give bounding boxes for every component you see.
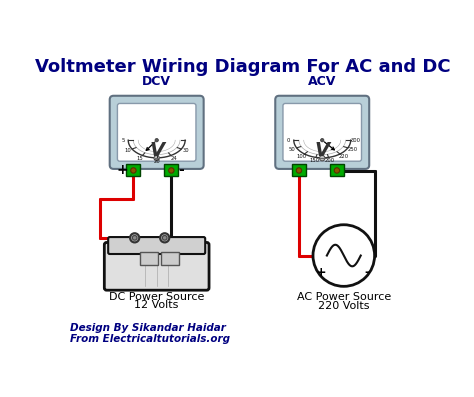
Text: 100: 100 [296,154,306,159]
Text: 5: 5 [121,138,125,143]
Circle shape [163,235,167,240]
Text: -: - [179,163,184,177]
Text: 50: 50 [288,147,295,152]
Circle shape [296,168,301,173]
Text: Voltmeter Wiring Diagram For AC and DC: Voltmeter Wiring Diagram For AC and DC [35,58,451,76]
Text: 250: 250 [347,147,358,152]
FancyBboxPatch shape [275,96,369,169]
Text: 24: 24 [170,156,177,161]
FancyBboxPatch shape [118,104,196,161]
Bar [330,164,344,176]
Text: Design By Sikandar Haidar: Design By Sikandar Haidar [70,323,226,333]
Circle shape [169,168,174,173]
Text: ACV: ACV [308,75,337,89]
FancyBboxPatch shape [108,237,205,254]
Text: V: V [149,141,164,160]
Text: DCV: DCV [142,75,171,89]
Bar [140,252,158,265]
Circle shape [313,225,374,286]
Text: +: + [117,163,128,177]
Text: 30: 30 [182,148,189,153]
Text: 220 Volts: 220 Volts [318,301,370,311]
Text: 15: 15 [137,156,143,161]
Circle shape [154,156,159,161]
Circle shape [130,233,139,243]
Circle shape [132,235,137,240]
FancyBboxPatch shape [104,243,209,290]
Text: 150: 150 [310,158,320,163]
Bar [161,252,179,265]
Circle shape [155,139,158,142]
Circle shape [131,168,136,173]
Circle shape [334,168,339,173]
Text: 10: 10 [124,148,131,153]
Text: +: + [315,266,326,279]
Text: -: - [365,266,369,279]
Text: 200: 200 [325,158,335,163]
Text: 20: 20 [153,159,160,164]
FancyBboxPatch shape [109,96,204,169]
Circle shape [320,139,324,142]
Text: 220: 220 [338,154,348,159]
Text: 300: 300 [351,138,361,143]
Bar [164,164,178,176]
FancyBboxPatch shape [283,104,362,161]
Bar [127,164,140,176]
Text: V: V [315,141,330,160]
Text: AC Power Source: AC Power Source [297,293,391,303]
Bar [292,164,306,176]
Text: 0: 0 [287,138,290,143]
Text: 12 Volts: 12 Volts [135,300,179,310]
Circle shape [319,156,325,161]
Circle shape [160,233,169,243]
Text: DC Power Source: DC Power Source [109,292,204,302]
Text: From Electricaltutorials.org: From Electricaltutorials.org [70,334,230,344]
